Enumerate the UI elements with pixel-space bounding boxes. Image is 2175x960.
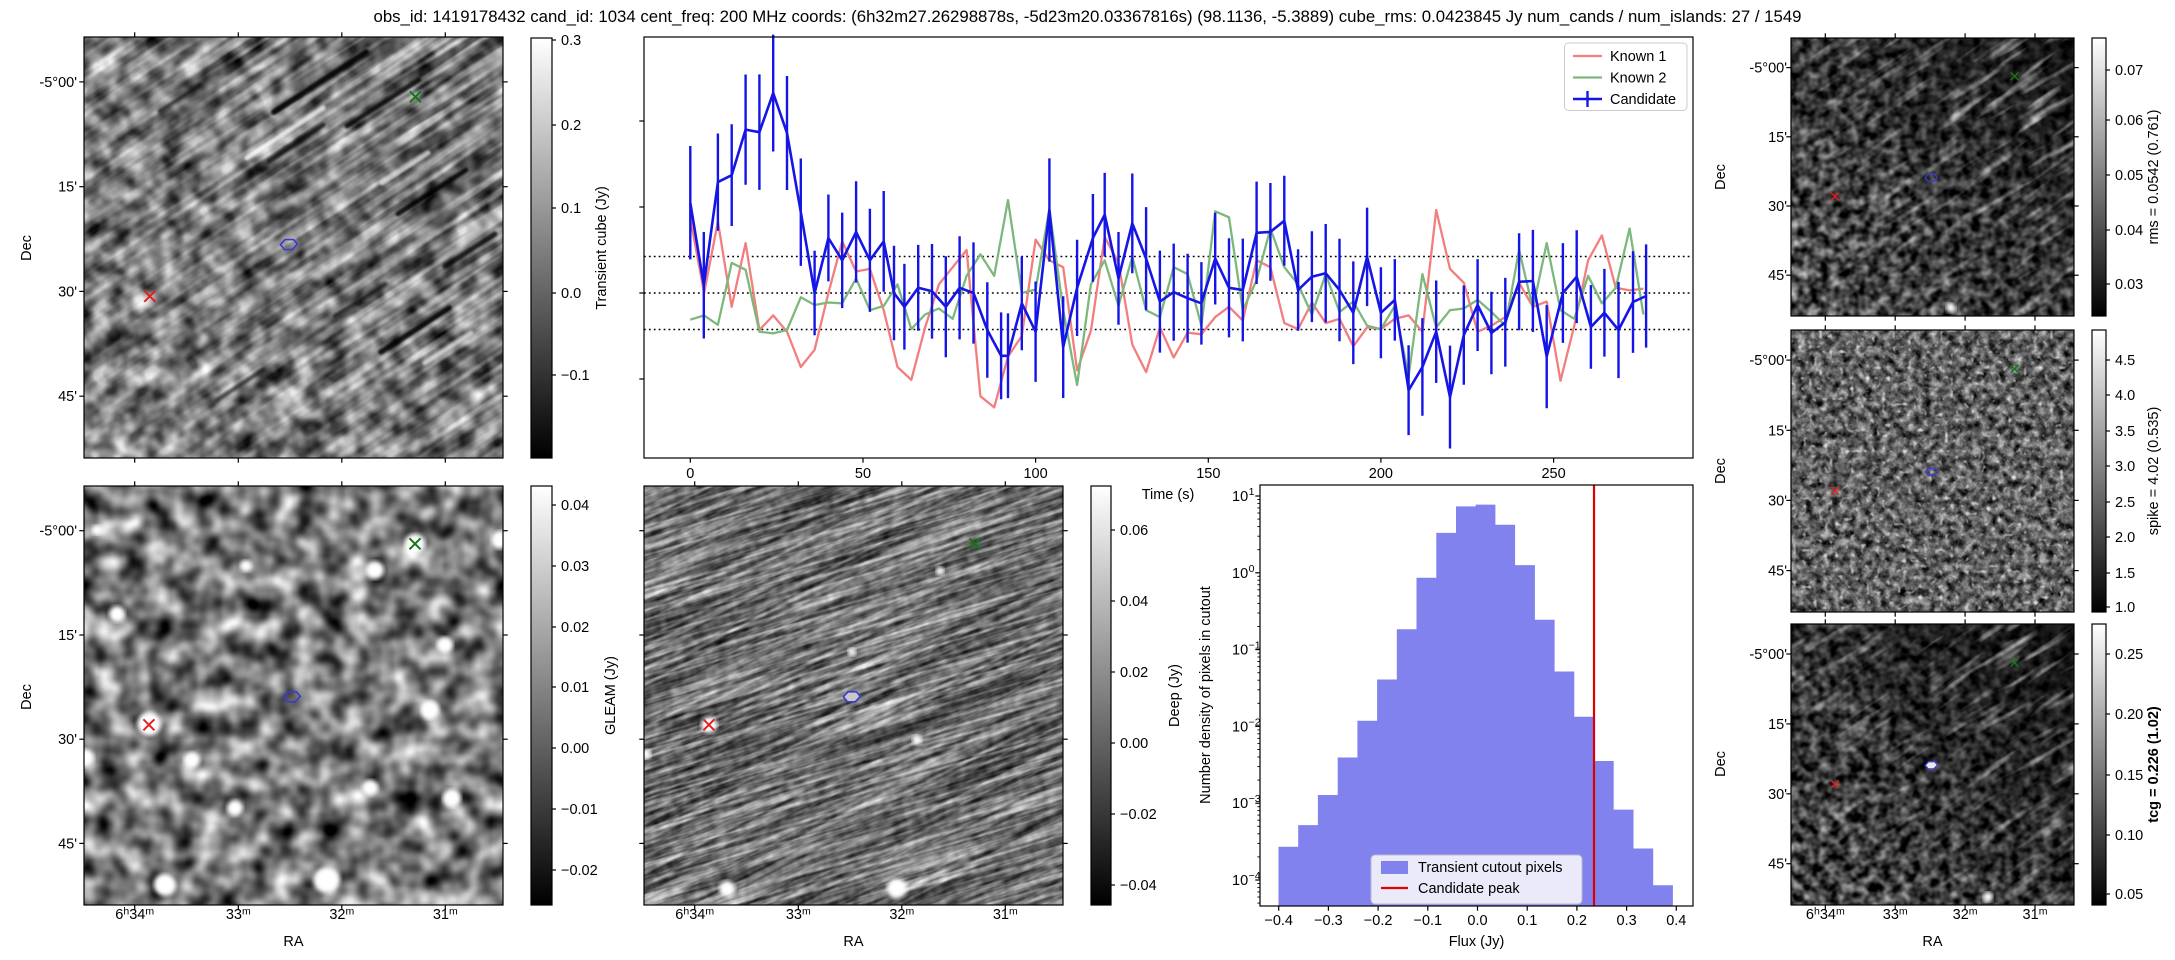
svg-text:-5°00': -5°00': [39, 75, 77, 91]
svg-text:−0.3: −0.3: [1314, 913, 1343, 929]
svg-text:Transient cutout pixels: Transient cutout pixels: [1418, 860, 1563, 876]
svg-text:15': 15': [1768, 130, 1787, 146]
svg-text:−0.02: −0.02: [1120, 807, 1157, 823]
svg-text:Known 2: Known 2: [1610, 71, 1666, 87]
svg-text:Time (s): Time (s): [1142, 487, 1195, 503]
svg-text:0.1: 0.1: [561, 201, 581, 217]
svg-text:200: 200: [1369, 466, 1393, 482]
svg-text:0.25: 0.25: [2115, 647, 2143, 663]
svg-text:0.04: 0.04: [561, 498, 589, 514]
svg-text:150: 150: [1196, 466, 1220, 482]
svg-text:250: 250: [1541, 466, 1565, 482]
svg-text:0.07: 0.07: [2115, 63, 2143, 79]
svg-text:30': 30': [1768, 199, 1787, 215]
svg-text:15': 15': [1768, 717, 1787, 733]
svg-text:45': 45': [1768, 857, 1787, 873]
svg-text:Dec: Dec: [1713, 164, 1729, 190]
svg-text:45': 45': [58, 836, 77, 852]
svg-text:tcg = 0.226 (1.02): tcg = 0.226 (1.02): [2146, 706, 2162, 823]
svg-text:Flux (Jy): Flux (Jy): [1449, 934, 1505, 950]
svg-text:0.03: 0.03: [561, 559, 589, 575]
svg-text:0.00: 0.00: [561, 741, 589, 757]
svg-text:−0.04: −0.04: [1120, 878, 1157, 894]
svg-text:0.1: 0.1: [1517, 913, 1537, 929]
svg-text:0.04: 0.04: [1120, 594, 1148, 610]
svg-text:0.4: 0.4: [1666, 913, 1686, 929]
svg-text:RA: RA: [843, 934, 863, 950]
svg-text:0.04: 0.04: [2115, 223, 2143, 239]
svg-text:Dec: Dec: [1713, 751, 1729, 777]
svg-text:RA: RA: [283, 934, 303, 950]
svg-text:Transient cube (Jy): Transient cube (Jy): [594, 186, 610, 310]
svg-text:obs_id: 1419178432 cand_id: 10: obs_id: 1419178432 cand_id: 1034 cent_fr…: [373, 7, 1801, 26]
svg-text:100: 100: [1023, 466, 1047, 482]
svg-text:0.10: 0.10: [2115, 828, 2143, 844]
svg-text:Dec: Dec: [1713, 458, 1729, 484]
svg-text:0.3: 0.3: [1617, 913, 1637, 929]
svg-text:45': 45': [1768, 268, 1787, 284]
svg-text:0.05: 0.05: [2115, 887, 2143, 903]
svg-text:30': 30': [1768, 787, 1787, 803]
svg-text:45': 45': [58, 389, 77, 405]
svg-text:4.0: 4.0: [2115, 388, 2135, 404]
svg-text:1.0: 1.0: [2115, 600, 2135, 616]
svg-text:spike = 4.02 (0.535): spike = 4.02 (0.535): [2146, 407, 2162, 536]
svg-text:3.0: 3.0: [2115, 459, 2135, 475]
svg-text:15': 15': [58, 628, 77, 644]
svg-text:15': 15': [58, 180, 77, 196]
svg-text:2.5: 2.5: [2115, 495, 2135, 511]
svg-text:2.0: 2.0: [2115, 530, 2135, 546]
svg-text:0.02: 0.02: [561, 620, 589, 636]
svg-text:50: 50: [855, 466, 871, 482]
svg-text:30': 30': [58, 284, 77, 300]
svg-text:15': 15': [1768, 423, 1787, 439]
svg-text:−0.1: −0.1: [561, 368, 590, 384]
svg-text:−0.2: −0.2: [1364, 913, 1393, 929]
svg-text:0.0: 0.0: [1467, 913, 1487, 929]
svg-text:0.00: 0.00: [1120, 736, 1148, 752]
svg-text:Known 1: Known 1: [1610, 49, 1666, 65]
svg-text:0: 0: [686, 466, 694, 482]
svg-text:-5°00': -5°00': [1749, 61, 1787, 77]
svg-text:Number density of pixels in cu: Number density of pixels in cutout: [1198, 586, 1214, 804]
svg-text:0.0: 0.0: [561, 286, 581, 302]
svg-text:-5°00': -5°00': [39, 524, 77, 540]
svg-text:0.06: 0.06: [2115, 113, 2143, 129]
svg-text:3.5: 3.5: [2115, 424, 2135, 440]
svg-text:45': 45': [1768, 564, 1787, 580]
svg-text:−0.4: −0.4: [1264, 913, 1293, 929]
svg-text:−0.01: −0.01: [561, 802, 598, 818]
svg-text:0.01: 0.01: [561, 680, 589, 696]
svg-text:Dec: Dec: [19, 684, 35, 710]
svg-text:0.3: 0.3: [561, 33, 581, 49]
svg-text:0.20: 0.20: [2115, 707, 2143, 723]
svg-text:0.15: 0.15: [2115, 768, 2143, 784]
svg-text:0.2: 0.2: [561, 118, 581, 134]
svg-text:Candidate: Candidate: [1610, 92, 1676, 108]
svg-text:0.03: 0.03: [2115, 277, 2143, 293]
svg-text:1.5: 1.5: [2115, 566, 2135, 582]
svg-text:30': 30': [58, 732, 77, 748]
svg-text:0.2: 0.2: [1567, 913, 1587, 929]
svg-text:-5°00': -5°00': [1749, 353, 1787, 369]
svg-text:0.05: 0.05: [2115, 168, 2143, 184]
svg-text:−0.1: −0.1: [1413, 913, 1442, 929]
svg-text:0.06: 0.06: [1120, 523, 1148, 539]
svg-text:0.02: 0.02: [1120, 665, 1148, 681]
svg-text:Dec: Dec: [19, 235, 35, 261]
svg-text:Candidate peak: Candidate peak: [1418, 881, 1520, 897]
svg-text:4.5: 4.5: [2115, 353, 2135, 369]
svg-text:GLEAM (Jy): GLEAM (Jy): [603, 656, 619, 735]
svg-text:RA: RA: [1922, 934, 1942, 950]
svg-text:-5°00': -5°00': [1749, 647, 1787, 663]
svg-text:Deep (Jy): Deep (Jy): [1167, 664, 1183, 727]
svg-text:30': 30': [1768, 493, 1787, 509]
svg-text:−0.02: −0.02: [561, 863, 598, 879]
svg-text:rms = 0.0542 (0.761): rms = 0.0542 (0.761): [2146, 109, 2162, 244]
